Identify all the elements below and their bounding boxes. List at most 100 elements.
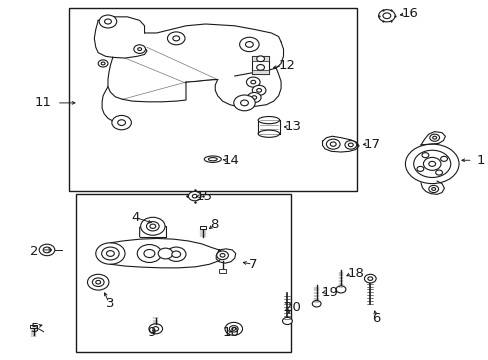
Circle shape bbox=[256, 64, 264, 70]
Circle shape bbox=[330, 142, 335, 146]
Circle shape bbox=[39, 244, 55, 256]
Circle shape bbox=[137, 244, 161, 262]
Circle shape bbox=[435, 170, 442, 175]
Circle shape bbox=[312, 301, 321, 307]
Circle shape bbox=[252, 85, 265, 95]
Circle shape bbox=[440, 156, 447, 161]
Circle shape bbox=[104, 19, 111, 24]
Circle shape bbox=[250, 80, 255, 84]
Circle shape bbox=[171, 251, 180, 257]
Circle shape bbox=[134, 45, 145, 53]
Circle shape bbox=[229, 325, 238, 332]
Text: 9: 9 bbox=[147, 326, 155, 339]
Circle shape bbox=[347, 143, 352, 147]
Text: 13: 13 bbox=[284, 121, 301, 134]
Text: 16: 16 bbox=[401, 8, 418, 21]
Circle shape bbox=[146, 222, 159, 231]
Circle shape bbox=[158, 248, 172, 259]
Circle shape bbox=[138, 48, 142, 50]
Circle shape bbox=[240, 100, 248, 106]
Text: 2: 2 bbox=[30, 245, 39, 258]
Circle shape bbox=[233, 95, 255, 111]
Bar bbox=[251, 70, 269, 74]
Circle shape bbox=[256, 56, 264, 62]
Circle shape bbox=[216, 251, 228, 260]
Ellipse shape bbox=[258, 117, 279, 124]
Circle shape bbox=[239, 37, 259, 51]
Text: 15: 15 bbox=[195, 190, 212, 203]
Ellipse shape bbox=[258, 130, 279, 137]
Circle shape bbox=[92, 278, 104, 287]
Circle shape bbox=[251, 96, 256, 99]
Circle shape bbox=[220, 253, 224, 257]
Ellipse shape bbox=[208, 158, 217, 161]
Circle shape bbox=[166, 247, 185, 261]
Circle shape bbox=[192, 194, 197, 198]
Circle shape bbox=[247, 93, 261, 103]
Circle shape bbox=[344, 140, 356, 149]
Text: 19: 19 bbox=[321, 287, 338, 300]
Circle shape bbox=[102, 247, 119, 260]
Circle shape bbox=[98, 60, 108, 67]
Circle shape bbox=[335, 286, 345, 293]
Circle shape bbox=[429, 134, 439, 141]
Circle shape bbox=[432, 136, 436, 139]
Circle shape bbox=[141, 217, 164, 235]
Text: 12: 12 bbox=[278, 59, 295, 72]
Circle shape bbox=[149, 324, 162, 334]
Circle shape bbox=[112, 116, 131, 130]
Text: 8: 8 bbox=[210, 218, 218, 231]
Bar bbox=[30, 325, 37, 328]
Text: 7: 7 bbox=[248, 258, 256, 271]
Circle shape bbox=[224, 322, 242, 335]
Circle shape bbox=[428, 185, 438, 193]
Text: 17: 17 bbox=[363, 138, 380, 150]
Circle shape bbox=[106, 251, 114, 256]
Text: 20: 20 bbox=[284, 301, 301, 314]
Circle shape bbox=[188, 192, 201, 201]
Bar bbox=[76, 194, 290, 352]
Text: 11: 11 bbox=[35, 96, 52, 109]
Circle shape bbox=[245, 41, 253, 47]
Circle shape bbox=[364, 274, 375, 283]
Circle shape bbox=[150, 224, 156, 228]
Circle shape bbox=[413, 150, 450, 177]
Circle shape bbox=[246, 77, 260, 87]
Ellipse shape bbox=[204, 156, 221, 162]
Circle shape bbox=[256, 89, 261, 92]
Text: 5: 5 bbox=[31, 322, 40, 335]
Bar bbox=[218, 269, 226, 273]
Circle shape bbox=[378, 10, 394, 22]
Text: 4: 4 bbox=[131, 211, 140, 224]
Circle shape bbox=[96, 243, 125, 264]
Circle shape bbox=[367, 277, 372, 280]
Circle shape bbox=[172, 36, 179, 41]
Circle shape bbox=[421, 153, 428, 158]
Circle shape bbox=[428, 161, 435, 166]
Circle shape bbox=[118, 120, 125, 126]
Circle shape bbox=[167, 32, 184, 45]
Circle shape bbox=[431, 188, 435, 190]
Circle shape bbox=[282, 318, 292, 324]
Circle shape bbox=[326, 139, 339, 149]
Circle shape bbox=[231, 327, 235, 330]
Circle shape bbox=[99, 15, 117, 28]
Circle shape bbox=[382, 13, 390, 19]
Circle shape bbox=[87, 274, 109, 290]
Circle shape bbox=[43, 247, 51, 253]
Circle shape bbox=[96, 280, 101, 284]
Circle shape bbox=[416, 166, 423, 171]
Text: 18: 18 bbox=[347, 267, 364, 280]
Bar bbox=[251, 56, 269, 60]
Circle shape bbox=[405, 144, 458, 184]
Text: 1: 1 bbox=[475, 154, 484, 167]
Bar bbox=[199, 226, 206, 229]
Bar bbox=[251, 56, 269, 74]
Circle shape bbox=[423, 157, 440, 170]
Text: 10: 10 bbox=[222, 326, 239, 339]
Circle shape bbox=[153, 327, 158, 331]
Circle shape bbox=[143, 249, 155, 257]
Bar bbox=[69, 8, 356, 191]
Text: 14: 14 bbox=[222, 154, 239, 167]
Text: 3: 3 bbox=[105, 297, 114, 310]
